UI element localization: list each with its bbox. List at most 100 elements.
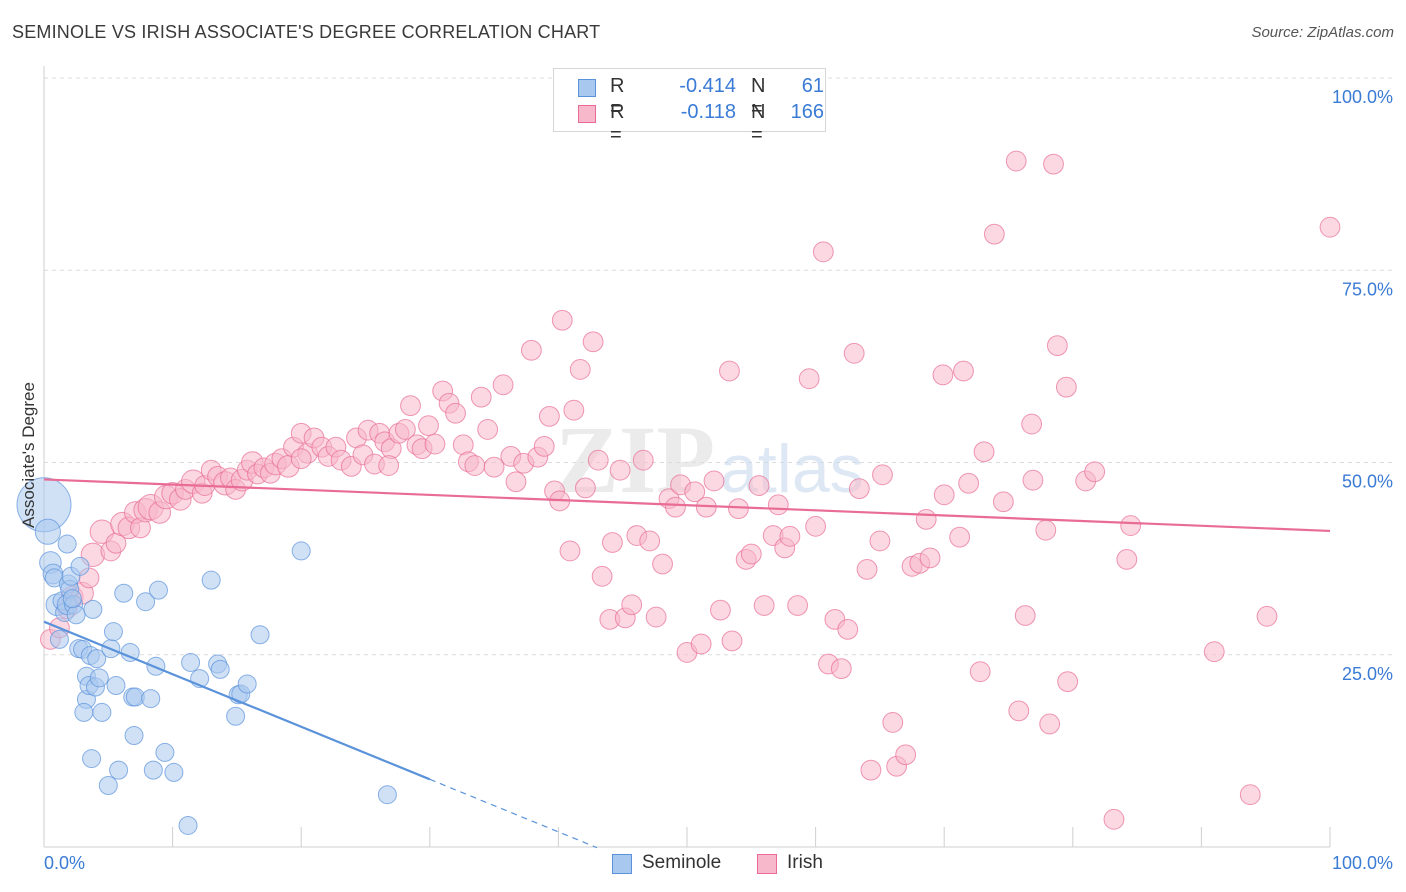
data-point-irish <box>949 526 971 548</box>
data-point-seminole <box>109 760 129 780</box>
data-point-irish <box>1319 216 1341 238</box>
data-point-irish <box>1021 413 1043 435</box>
data-point-irish <box>932 364 954 386</box>
data-point-seminole <box>210 659 230 679</box>
data-point-seminole <box>291 541 311 561</box>
data-point-irish <box>721 630 743 652</box>
data-point-irish <box>1005 150 1027 172</box>
data-point-irish <box>1008 700 1030 722</box>
data-point-irish <box>505 471 527 493</box>
data-point-seminole <box>70 556 90 576</box>
data-point-seminole <box>377 785 397 805</box>
series-seminole <box>16 477 397 835</box>
data-point-irish <box>445 402 466 424</box>
y-tick-label: 50.0% <box>1342 472 1393 492</box>
data-point-irish <box>591 565 613 587</box>
data-point-seminole <box>181 652 201 672</box>
data-point-irish <box>1103 808 1125 830</box>
data-point-irish <box>1035 519 1057 541</box>
data-point-seminole <box>201 570 221 590</box>
data-point-irish <box>805 515 826 537</box>
data-point-seminole <box>114 583 134 603</box>
data-point-irish <box>983 223 1005 245</box>
legend-swatch-irish <box>578 105 596 123</box>
data-point-irish <box>394 419 416 440</box>
data-point-irish <box>684 481 706 503</box>
grid-lines <box>44 77 1394 656</box>
data-point-seminole <box>82 749 102 769</box>
data-point-seminole <box>106 676 126 696</box>
data-point-irish <box>869 530 891 552</box>
data-point-irish <box>748 475 770 496</box>
data-point-seminole <box>89 668 109 688</box>
data-point-seminole <box>178 815 198 835</box>
data-point-irish <box>1120 515 1142 536</box>
data-point-irish <box>787 595 808 616</box>
data-point-seminole <box>103 622 123 642</box>
data-point-irish <box>860 759 882 781</box>
watermark-atlas: atlas <box>720 431 864 507</box>
y-tick-label: 100.0% <box>1332 87 1393 107</box>
data-point-irish <box>1055 376 1077 398</box>
data-point-irish <box>520 339 542 361</box>
data-point-irish <box>483 456 505 478</box>
data-point-irish <box>953 360 974 382</box>
data-point-irish <box>872 464 893 486</box>
data-point-irish <box>621 594 643 616</box>
data-point-irish <box>843 342 865 364</box>
data-point-irish <box>533 435 555 457</box>
data-point-seminole <box>66 605 86 625</box>
data-point-irish <box>703 470 725 492</box>
data-point-seminole <box>143 760 163 780</box>
data-point-irish <box>602 532 623 553</box>
data-point-seminole <box>250 625 270 645</box>
data-point-irish <box>1039 713 1061 735</box>
tick-labels: 100.0% 75.0% 50.0% 25.0% 0.0% 100.0% <box>44 87 1393 873</box>
data-point-seminole <box>74 702 94 722</box>
chart-title: SEMINOLE VS IRISH ASSOCIATE'S DEGREE COR… <box>12 22 601 42</box>
axes <box>43 66 1331 848</box>
data-point-irish <box>587 449 609 471</box>
legend-swatch-seminole <box>578 79 596 97</box>
data-point-seminole <box>164 762 184 782</box>
y-axis-label: Associate's Degree <box>19 382 38 528</box>
data-point-seminole <box>155 742 175 762</box>
data-point-irish <box>652 553 673 575</box>
data-point-irish <box>710 599 731 621</box>
data-point-irish <box>779 525 801 547</box>
data-point-irish <box>856 558 878 580</box>
data-point-irish <box>665 496 686 518</box>
data-point-seminole <box>62 589 82 609</box>
data-point-irish <box>563 399 585 421</box>
data-point-irish <box>582 331 604 353</box>
data-point-seminole <box>92 702 112 722</box>
legend-n-label: N = <box>751 75 766 120</box>
series-irish <box>40 150 1341 830</box>
data-point-irish <box>837 618 859 640</box>
data-point-irish <box>538 405 560 427</box>
data-point-irish <box>470 386 492 408</box>
data-point-irish <box>830 658 852 679</box>
data-point-irish <box>639 530 661 552</box>
data-point-irish <box>569 359 591 380</box>
data-point-irish <box>690 633 712 655</box>
data-point-irish <box>798 368 820 390</box>
trend-line-seminole <box>43 620 431 781</box>
correlation-legend: R = -0.414 N = 61 R = -0.118 N = 166 <box>553 68 826 146</box>
data-point-seminole <box>124 725 144 745</box>
data-point-irish <box>1116 548 1138 570</box>
data-point-seminole <box>98 775 118 795</box>
data-point-irish <box>551 309 573 331</box>
data-point-seminole <box>87 649 107 669</box>
legend-n-value: 166 <box>790 101 824 123</box>
legend-n-value: 61 <box>801 75 824 97</box>
data-point-irish <box>1043 153 1064 175</box>
data-point-irish <box>1046 335 1068 357</box>
data-point-seminole <box>148 580 168 600</box>
data-point-irish <box>290 448 312 470</box>
data-point-irish <box>1022 469 1044 491</box>
data-point-irish <box>1084 461 1106 483</box>
data-point-irish <box>973 441 995 463</box>
data-point-seminole <box>141 689 161 709</box>
